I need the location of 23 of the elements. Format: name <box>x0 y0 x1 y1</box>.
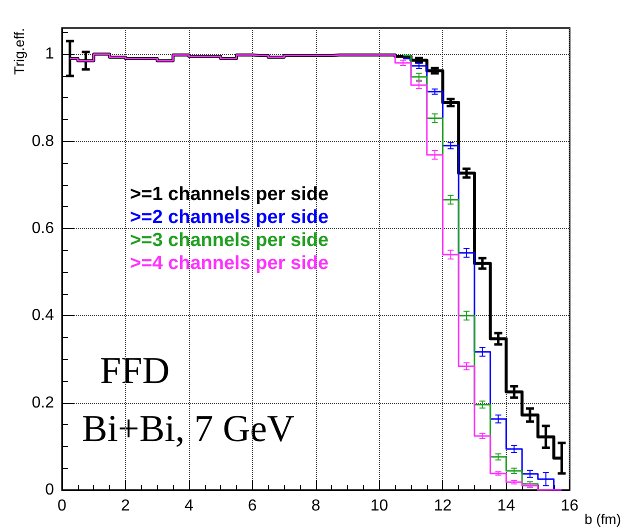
x-tick-label: 0 <box>58 498 67 514</box>
y-tick-label: 0.6 <box>32 220 54 237</box>
text: >=3 channels per side <box>130 230 329 251</box>
text: >=2 channels per side <box>130 207 329 228</box>
x-tick-label: 8 <box>311 498 320 514</box>
y-tick-label: 0 <box>45 482 54 498</box>
x-tick-label: 10 <box>370 498 388 514</box>
annotation: Bi+Bi, 7 GeV <box>82 408 296 450</box>
y-tick-label: 1 <box>45 46 54 63</box>
y-tick-label: 0.8 <box>32 132 54 150</box>
y-tick-label: 0.4 <box>32 307 54 324</box>
x-tick-label: 4 <box>184 498 194 514</box>
y-axis-title: Trig.eff. <box>11 28 27 75</box>
text: >=4 channels per side <box>130 253 329 274</box>
x-tick-label: 14 <box>497 498 516 514</box>
annotation: FFD <box>100 350 170 392</box>
x-tick-label: 6 <box>248 498 257 514</box>
x-axis-title: b (fm) <box>584 511 621 527</box>
x-tick-label: 2 <box>121 498 130 514</box>
y-tick-label: 0.2 <box>32 394 54 412</box>
x-tick-label: 12 <box>434 498 452 514</box>
text: >=1 channels per side <box>130 184 329 205</box>
x-tick-label: 16 <box>560 498 579 514</box>
